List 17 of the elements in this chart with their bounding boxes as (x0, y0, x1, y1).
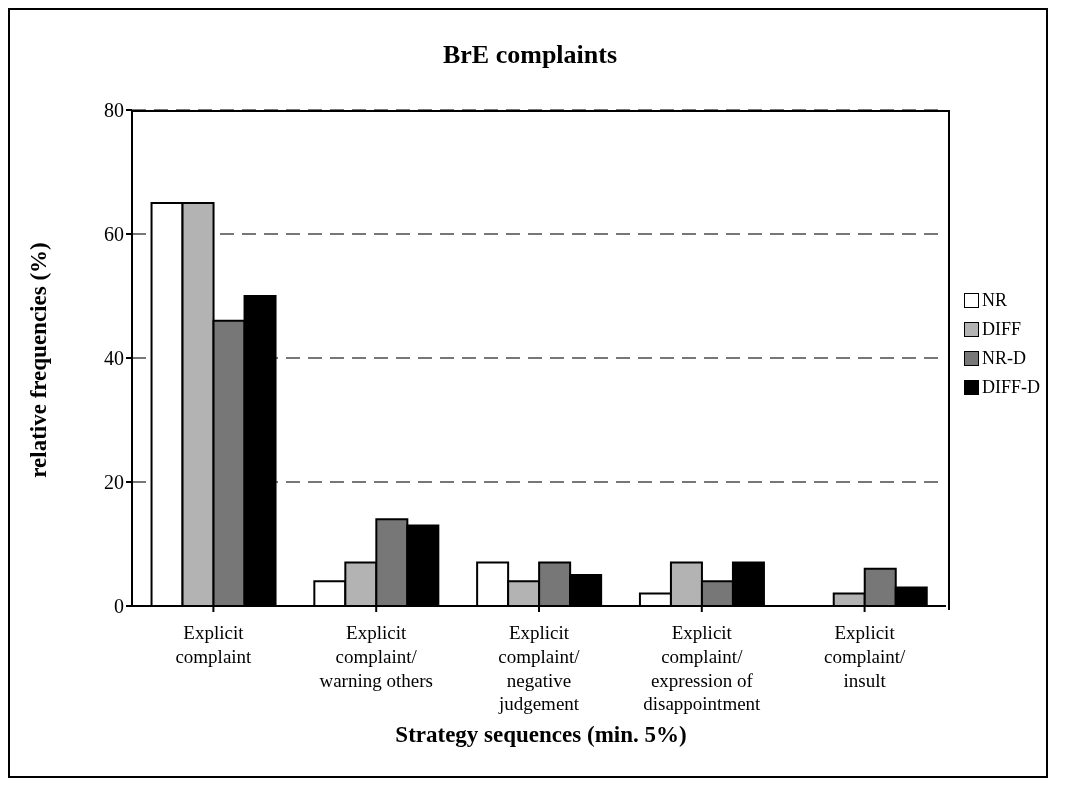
chart-title: BrE complaints (441, 40, 619, 70)
y-tick-label: 80 (104, 99, 124, 122)
x-tick-label: Explicit complaint (175, 622, 253, 667)
y-tick-label: 40 (104, 347, 124, 370)
x-tick-label: Explicit complaint/ expression of disappointment (643, 622, 762, 715)
legend-label: NR-D (981, 348, 1026, 369)
legend-label: NR (981, 290, 1007, 311)
x-axis-title: Strategy sequences (min. 5%) (394, 722, 688, 748)
x-tick-label: Explicit complaint/ negative judgement (497, 622, 581, 715)
x-tick-label: Explicit complaint/ insult (823, 622, 906, 691)
x-tick-label: Explicit complaint/ warning others (319, 622, 433, 691)
y-tick-label: 60 (104, 223, 124, 246)
legend-label: DIFF (981, 319, 1021, 340)
y-tick-label: 20 (104, 471, 124, 494)
y-tick-label: 0 (114, 595, 124, 618)
legend-label: DIFF-D (981, 377, 1040, 398)
y-axis-title: relative frequencies (%) (26, 242, 52, 478)
